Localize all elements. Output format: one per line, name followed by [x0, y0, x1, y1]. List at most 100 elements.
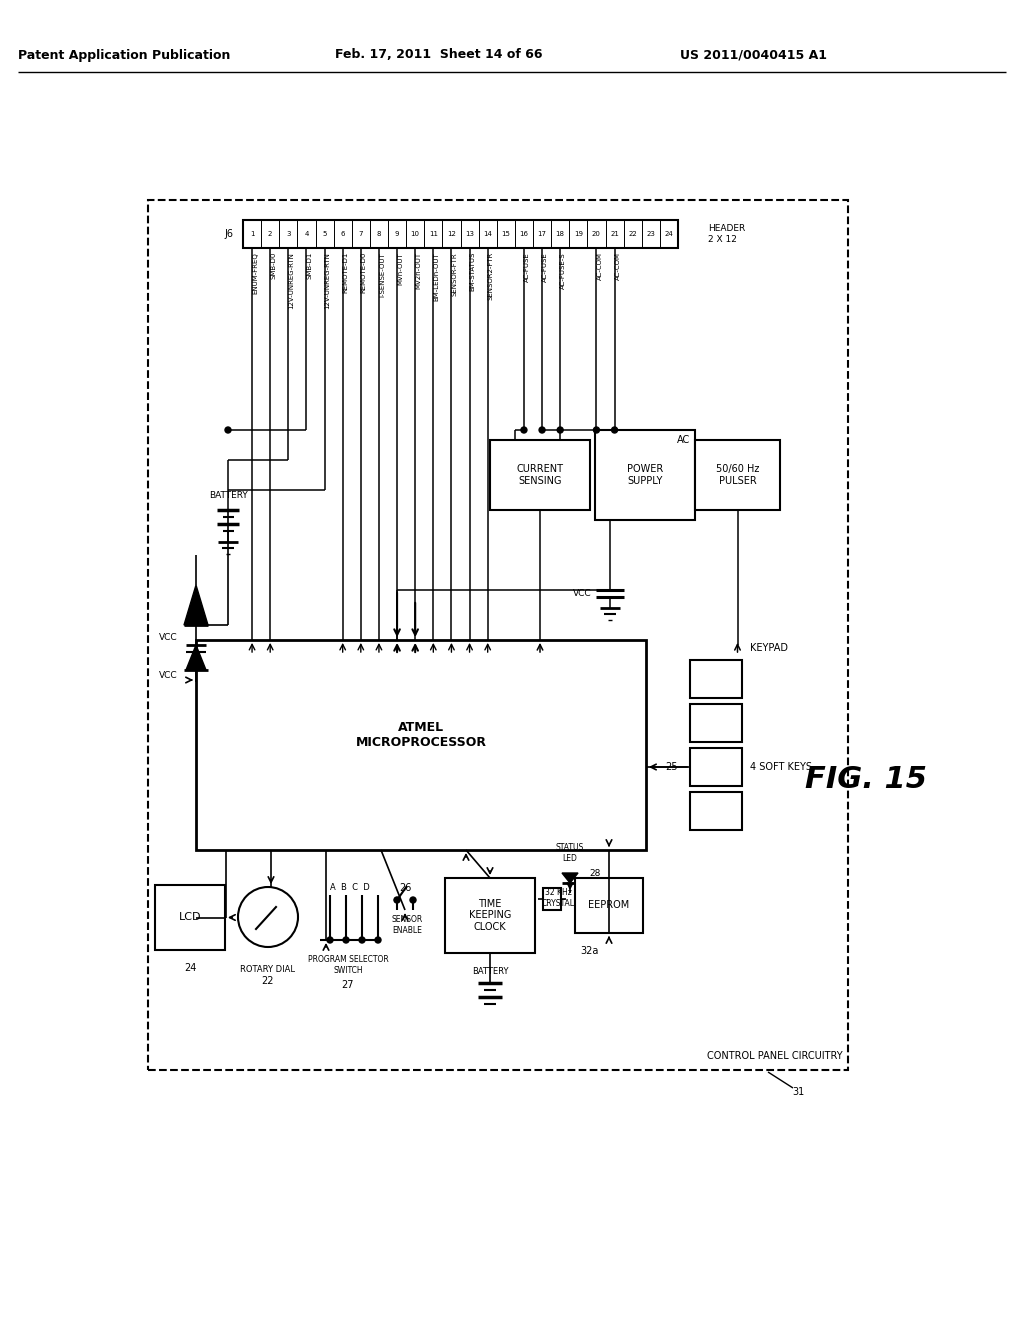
Text: 32 KHz
CRYSTAL: 32 KHz CRYSTAL	[542, 888, 574, 908]
Circle shape	[225, 426, 231, 433]
Text: 8: 8	[377, 231, 381, 238]
Text: SMB-D1: SMB-D1	[306, 252, 312, 280]
Circle shape	[343, 937, 349, 942]
Bar	[575, 878, 643, 933]
Bar	[595, 430, 695, 520]
Text: MVn-OUT: MVn-OUT	[397, 252, 403, 285]
Polygon shape	[184, 585, 208, 624]
Circle shape	[410, 898, 416, 903]
Bar	[543, 888, 561, 909]
Bar	[690, 748, 742, 785]
Text: SENSOR-FTR: SENSOR-FTR	[452, 252, 458, 296]
Text: 14: 14	[483, 231, 493, 238]
Text: 12: 12	[447, 231, 456, 238]
Text: 10: 10	[411, 231, 420, 238]
Text: 12V-UNREG-RTN: 12V-UNREG-RTN	[325, 252, 331, 309]
Text: 1: 1	[250, 231, 254, 238]
Text: 2: 2	[268, 231, 272, 238]
Text: MV2n-OUT: MV2n-OUT	[415, 252, 421, 289]
Text: 22: 22	[262, 975, 274, 986]
Text: BATTERY: BATTERY	[472, 966, 508, 975]
Text: 13: 13	[465, 231, 474, 238]
Text: HEADER
2 X 12: HEADER 2 X 12	[708, 224, 745, 244]
Circle shape	[521, 426, 527, 433]
Bar	[243, 220, 678, 248]
Text: 32a: 32a	[580, 946, 598, 956]
Text: 27: 27	[342, 979, 354, 990]
Text: STATUS
LED: STATUS LED	[556, 843, 584, 863]
Text: 17: 17	[538, 231, 547, 238]
Text: I-SENSE-OUT: I-SENSE-OUT	[379, 252, 385, 297]
Text: PROGRAM SELECTOR
SWITCH: PROGRAM SELECTOR SWITCH	[307, 956, 388, 974]
Text: ENUM-FREQ: ENUM-FREQ	[252, 252, 258, 294]
Text: 20: 20	[592, 231, 601, 238]
Text: 28: 28	[590, 869, 601, 878]
Text: AC-FUSE: AC-FUSE	[524, 252, 530, 281]
Text: VCC: VCC	[160, 671, 178, 680]
Text: CONTROL PANEL CIRCUITRY: CONTROL PANEL CIRCUITRY	[708, 1051, 843, 1061]
Circle shape	[539, 426, 545, 433]
Circle shape	[327, 937, 333, 942]
Text: 22: 22	[629, 231, 637, 238]
Text: TIME
KEEPING
CLOCK: TIME KEEPING CLOCK	[469, 899, 511, 932]
Text: 11: 11	[429, 231, 438, 238]
Text: 5: 5	[323, 231, 327, 238]
Text: REMOTE-D0: REMOTE-D0	[360, 252, 367, 293]
Text: AC-FUSE-S: AC-FUSE-S	[560, 252, 566, 289]
Text: 50/60 Hz
PULSER: 50/60 Hz PULSER	[716, 465, 759, 486]
Text: 12V-UNREG-RTN: 12V-UNREG-RTN	[289, 252, 294, 309]
Text: KEYPAD: KEYPAD	[750, 643, 788, 653]
Text: LCD: LCD	[179, 912, 202, 923]
Text: 23: 23	[646, 231, 655, 238]
Text: J6: J6	[224, 228, 233, 239]
Text: Feb. 17, 2011  Sheet 14 of 66: Feb. 17, 2011 Sheet 14 of 66	[335, 49, 543, 62]
Text: AC: AC	[677, 436, 690, 445]
Text: Patent Application Publication: Patent Application Publication	[18, 49, 230, 62]
Text: 25: 25	[666, 762, 678, 772]
Text: 15: 15	[502, 231, 510, 238]
Text: 9: 9	[395, 231, 399, 238]
Bar	[155, 884, 225, 950]
Text: REMOTE-D1: REMOTE-D1	[343, 252, 349, 293]
Text: 3: 3	[286, 231, 291, 238]
Text: US 2011/0040415 A1: US 2011/0040415 A1	[680, 49, 827, 62]
Text: 24: 24	[184, 964, 197, 973]
Circle shape	[375, 937, 381, 942]
Text: 6: 6	[340, 231, 345, 238]
Text: POWER
SUPPLY: POWER SUPPLY	[627, 465, 664, 486]
Text: 24: 24	[665, 231, 674, 238]
Bar	[695, 440, 780, 510]
Text: VCC: VCC	[573, 589, 592, 598]
Text: 31: 31	[792, 1086, 804, 1097]
Bar	[490, 440, 590, 510]
Bar	[690, 792, 742, 830]
Text: BATTERY: BATTERY	[209, 491, 248, 499]
Bar	[148, 201, 848, 1071]
Circle shape	[557, 426, 563, 433]
Text: SENSOR
ENABLE: SENSOR ENABLE	[391, 915, 423, 935]
Polygon shape	[186, 645, 206, 671]
Text: 21: 21	[610, 231, 618, 238]
Text: VCC: VCC	[160, 632, 178, 642]
Text: 4: 4	[304, 231, 308, 238]
Circle shape	[594, 426, 599, 433]
Text: AC-COM: AC-COM	[596, 252, 602, 280]
Text: EEPROM: EEPROM	[589, 900, 630, 911]
Text: AC-COM: AC-COM	[614, 252, 621, 280]
Text: BM-LEDn-OUT: BM-LEDn-OUT	[433, 252, 439, 301]
Circle shape	[611, 426, 617, 433]
Text: BM-STATUS: BM-STATUS	[470, 252, 475, 292]
Text: AC-FUSE: AC-FUSE	[542, 252, 548, 281]
Circle shape	[359, 937, 365, 942]
Bar	[690, 704, 742, 742]
Bar	[445, 878, 535, 953]
Text: 18: 18	[556, 231, 564, 238]
Text: 19: 19	[573, 231, 583, 238]
Bar	[196, 640, 646, 850]
Bar	[690, 660, 742, 698]
Text: 7: 7	[358, 231, 364, 238]
Text: 16: 16	[519, 231, 528, 238]
Text: 4 SOFT KEYS: 4 SOFT KEYS	[750, 762, 812, 772]
Text: A  B  C  D: A B C D	[330, 883, 370, 891]
Text: ATMEL
MICROPROCESSOR: ATMEL MICROPROCESSOR	[355, 721, 486, 748]
